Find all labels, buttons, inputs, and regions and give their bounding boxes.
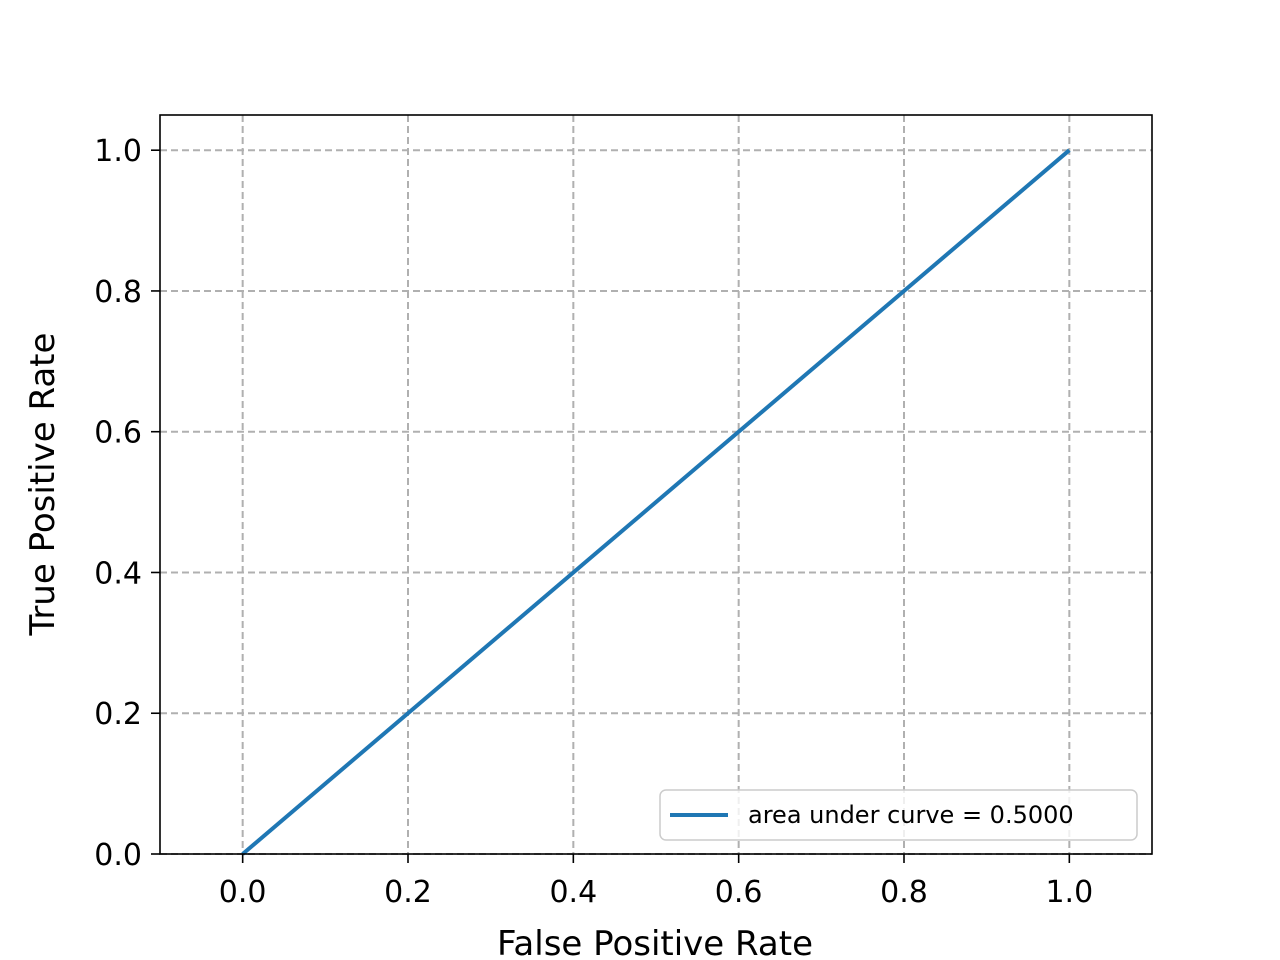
x-tick-label: 0.4 [549, 875, 597, 910]
ticks: 0.0 0.2 0.4 0.6 0.8 1.0 0.0 0.2 0.4 0.6 0.8 1.0 [94, 134, 1093, 910]
x-tick-label: 1.0 [1045, 875, 1093, 910]
y-tick-label: 0.2 [94, 697, 142, 732]
x-tick-label: 0.0 [219, 875, 267, 910]
y-tick-label: 0.6 [94, 416, 142, 451]
series-layer [241, 148, 1071, 856]
grid [160, 115, 1152, 855]
y-tick-label: 0.8 [94, 275, 142, 310]
legend-entry: area under curve = 0.5000 [748, 801, 1074, 829]
x-tick-label: 0.2 [384, 875, 432, 910]
legend: area under curve = 0.5000 [659, 789, 1138, 841]
y-tick-label: 0.4 [94, 556, 142, 591]
y-tick-label: 0.0 [94, 838, 142, 873]
legend-box [659, 789, 1138, 841]
x-tick-label: 0.6 [715, 875, 763, 910]
roc-curve-line [241, 148, 1071, 856]
y-axis-label: True Positive Rate [23, 333, 63, 637]
x-axis-label: False Positive Rate [497, 924, 813, 960]
y-tick-label: 1.0 [94, 134, 142, 169]
x-tick-label: 0.8 [880, 875, 928, 910]
plot-frame [159, 114, 1153, 855]
